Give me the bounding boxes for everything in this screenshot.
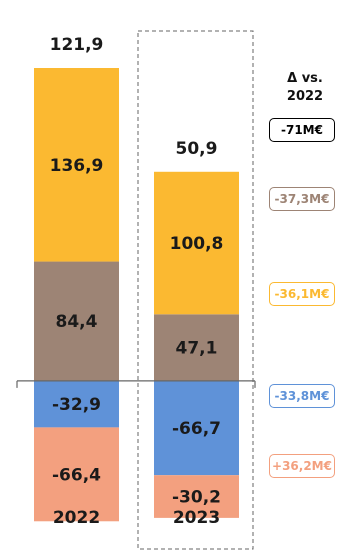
data-label-salmon-2023: -30,2: [172, 488, 221, 508]
bar-salmon-2022: [34, 427, 119, 522]
delta-yellow-text: -36,1M€: [274, 287, 330, 301]
bar-yellow-2022: [34, 68, 119, 262]
data-label-blue-2022: -32,9: [52, 395, 101, 415]
bar-blue-2022: [34, 380, 119, 428]
total-label-2023: 50,9: [176, 139, 218, 159]
bar-brown-2022: [34, 261, 119, 381]
data-label-yellow-2022: 136,9: [50, 156, 104, 176]
highlight-box-2023: [137, 30, 254, 550]
bar-salmon-2023: [154, 475, 239, 518]
data-label-yellow-2023: 100,8: [170, 234, 224, 254]
data-label-brown-2022: 84,4: [56, 312, 98, 332]
total-label-2022: 121,9: [50, 35, 104, 55]
data-label-brown-2023: 47,1: [176, 339, 218, 359]
category-label-2023: 2023: [173, 508, 220, 528]
delta-title: Δ vs. 2022: [270, 70, 340, 106]
delta-total-badge: -71M€: [269, 118, 335, 142]
delta-brown-text: -37,3M€: [274, 192, 330, 206]
bar-yellow-2023: [154, 171, 239, 315]
delta-salmon-text: +36,2M€: [272, 459, 332, 473]
delta-badge-salmon: +36,2M€: [269, 454, 335, 478]
delta-badge-brown: -37,3M€: [269, 187, 335, 211]
delta-title-line1: Δ vs.: [287, 71, 323, 86]
data-label-salmon-2022: -66,4: [52, 465, 101, 485]
category-label-2022: 2022: [53, 508, 100, 528]
data-label-blue-2023: -66,7: [172, 419, 221, 439]
delta-badge-blue: -33,8M€: [269, 384, 335, 408]
delta-badge-yellow: -36,1M€: [269, 282, 335, 306]
delta-blue-text: -33,8M€: [274, 389, 330, 403]
bar-blue-2023: [154, 380, 239, 476]
delta-title-line2: 2022: [286, 89, 324, 104]
bar-brown-2023: [154, 314, 239, 381]
delta-total-text: -71M€: [281, 123, 323, 137]
